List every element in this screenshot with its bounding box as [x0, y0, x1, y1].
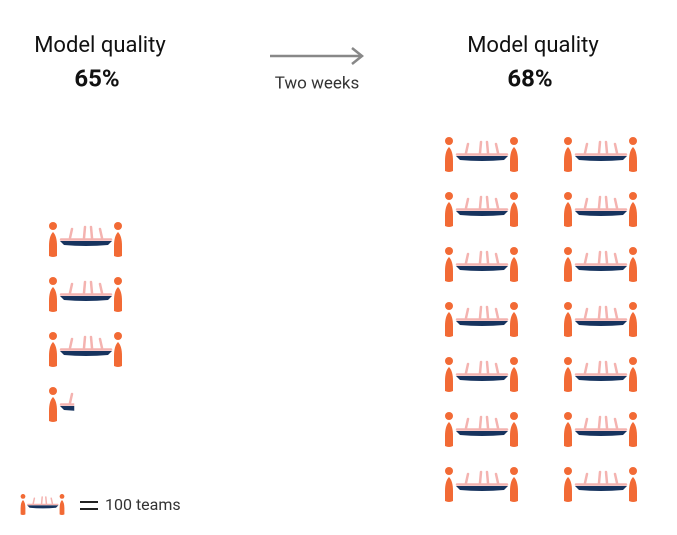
quality-label: 65%	[74, 64, 119, 92]
team-icon	[47, 275, 124, 314]
team-icon	[443, 190, 520, 229]
team-icon	[47, 220, 124, 259]
team-icon	[47, 386, 75, 424]
panel-title: Model quality	[34, 33, 166, 58]
arrow-label: Two weeks	[275, 73, 360, 93]
team-icon	[562, 135, 639, 174]
team-icon	[443, 135, 520, 174]
team-icon	[443, 410, 520, 449]
team-icon	[562, 465, 639, 504]
team-icon	[562, 410, 639, 449]
team-icon	[443, 245, 520, 284]
team-icon	[443, 355, 520, 394]
team-icon	[562, 245, 639, 284]
legend-label: 100 teams	[105, 495, 181, 514]
team-icon	[562, 190, 639, 229]
team-icon	[47, 330, 124, 369]
team-icon	[562, 355, 639, 394]
legend-icon	[19, 493, 66, 516]
quality-label: 68%	[507, 64, 552, 92]
team-icon	[443, 300, 520, 339]
team-icon	[443, 465, 520, 504]
panel-title: Model quality	[467, 33, 599, 58]
arrow-head	[351, 47, 365, 65]
team-icon	[562, 300, 639, 339]
